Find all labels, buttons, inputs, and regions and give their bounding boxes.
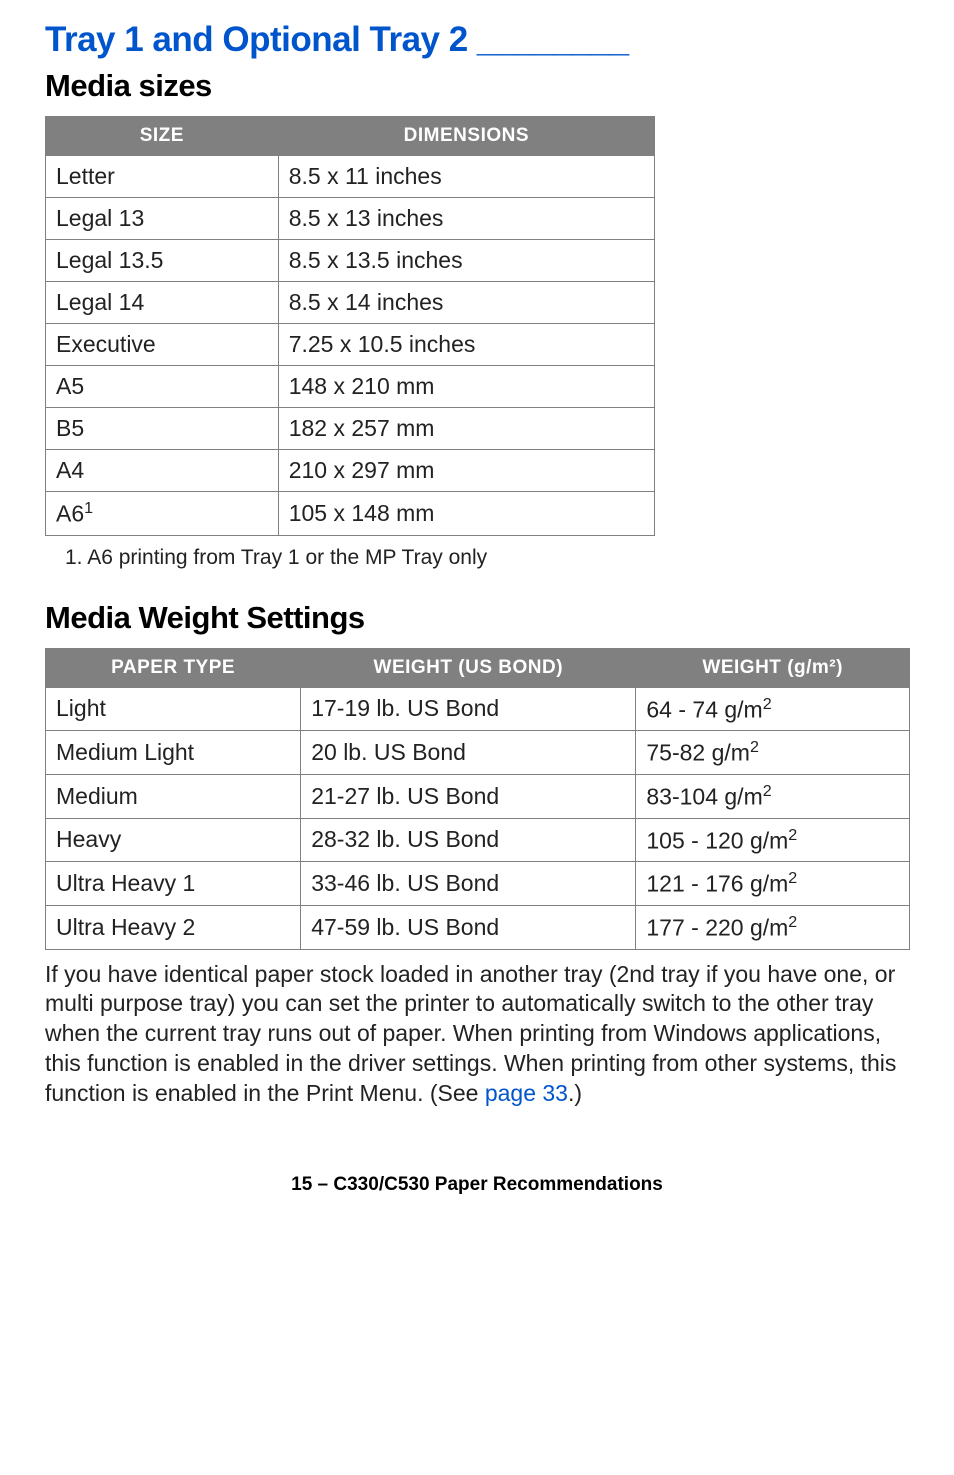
dimensions-cell: 7.25 x 10.5 inches [278,324,654,366]
table-row: Legal 148.5 x 14 inches [46,282,655,324]
media-sizes-footnote: 1. A6 printing from Tray 1 or the MP Tra… [65,546,909,570]
table-row: Letter8.5 x 11 inches [46,156,655,198]
dimensions-cell: 8.5 x 13.5 inches [278,240,654,282]
weight-gm-cell: 177 - 220 g/m2 [636,905,910,949]
table-row: Medium Light20 lb. US Bond75-82 g/m2 [46,731,910,775]
paper-type-cell: Ultra Heavy 1 [46,862,301,906]
table-row: Ultra Heavy 247-59 lb. US Bond177 - 220 … [46,905,910,949]
body-paragraph-pre: If you have identical paper stock loaded… [45,961,896,1107]
paper-type-cell: Medium Light [46,731,301,775]
page-footer: 15 – C330/C530 Paper Recommendations [45,1174,909,1196]
table-row: Legal 13.58.5 x 13.5 inches [46,240,655,282]
dimensions-cell: 182 x 257 mm [278,408,654,450]
footer-sep: – [312,1174,333,1195]
dimensions-cell: 210 x 297 mm [278,450,654,492]
size-cell: A61 [46,492,279,536]
weight-us-cell: 33-46 lb. US Bond [301,862,636,906]
weight-us-cell: 17-19 lb. US Bond [301,687,636,731]
table-row: Executive7.25 x 10.5 inches [46,324,655,366]
weight-gm-cell: 64 - 74 g/m2 [636,687,910,731]
weight-gm-cell: 83-104 g/m2 [636,774,910,818]
size-cell: A4 [46,450,279,492]
weight-gm-cell: 105 - 120 g/m2 [636,818,910,862]
table-row: A61105 x 148 mm [46,492,655,536]
page-link[interactable]: page 33 [485,1080,568,1106]
table-row: Light17-19 lb. US Bond64 - 74 g/m2 [46,687,910,731]
size-cell: Legal 13.5 [46,240,279,282]
table-row: Legal 138.5 x 13 inches [46,198,655,240]
media-weights-heading: Media Weight Settings [45,600,909,636]
col-size-header: SIZE [46,117,279,156]
paper-type-cell: Ultra Heavy 2 [46,905,301,949]
media-weights-table: PAPER TYPE WEIGHT (US BOND) WEIGHT (g/m²… [45,648,910,950]
footer-page-number: 15 [291,1174,312,1195]
weight-gm-cell: 75-82 g/m2 [636,731,910,775]
table-row: A5148 x 210 mm [46,366,655,408]
col-weight-gm-header: WEIGHT (g/m²) [636,648,910,687]
size-cell: B5 [46,408,279,450]
weight-us-cell: 21-27 lb. US Bond [301,774,636,818]
size-cell: Legal 13 [46,198,279,240]
dimensions-cell: 8.5 x 13 inches [278,198,654,240]
media-sizes-heading: Media sizes [45,68,909,104]
table-row: Medium21-27 lb. US Bond83-104 g/m2 [46,774,910,818]
body-paragraph: If you have identical paper stock loaded… [45,960,909,1109]
weight-us-cell: 28-32 lb. US Bond [301,818,636,862]
size-cell: Executive [46,324,279,366]
main-title: Tray 1 and Optional Tray 2 ________ [45,20,909,60]
media-sizes-table: SIZE DIMENSIONS Letter8.5 x 11 inchesLeg… [45,116,655,536]
dimensions-cell: 105 x 148 mm [278,492,654,536]
col-weight-us-header: WEIGHT (US BOND) [301,648,636,687]
weight-us-cell: 20 lb. US Bond [301,731,636,775]
weight-gm-cell: 121 - 176 g/m2 [636,862,910,906]
table-row: Ultra Heavy 133-46 lb. US Bond121 - 176 … [46,862,910,906]
col-paper-type-header: PAPER TYPE [46,648,301,687]
paper-type-cell: Light [46,687,301,731]
table-row: A4210 x 297 mm [46,450,655,492]
dimensions-cell: 8.5 x 11 inches [278,156,654,198]
size-cell: Letter [46,156,279,198]
table-row: B5182 x 257 mm [46,408,655,450]
col-dimensions-header: DIMENSIONS [278,117,654,156]
footer-text: C330/C530 Paper Recommendations [333,1174,662,1195]
size-cell: Legal 14 [46,282,279,324]
paper-type-cell: Medium [46,774,301,818]
dimensions-cell: 148 x 210 mm [278,366,654,408]
table-row: Heavy28-32 lb. US Bond105 - 120 g/m2 [46,818,910,862]
body-paragraph-post: .) [568,1080,582,1106]
weight-us-cell: 47-59 lb. US Bond [301,905,636,949]
size-cell: A5 [46,366,279,408]
paper-type-cell: Heavy [46,818,301,862]
dimensions-cell: 8.5 x 14 inches [278,282,654,324]
